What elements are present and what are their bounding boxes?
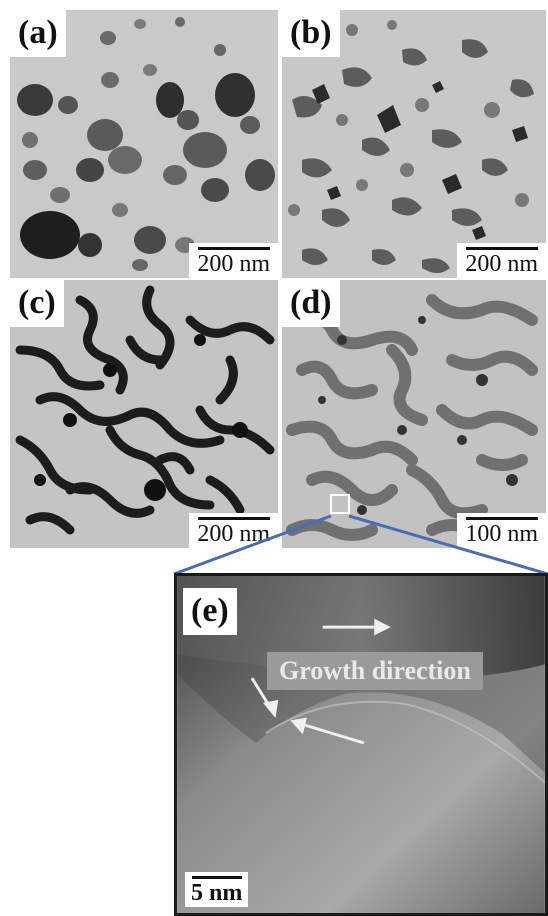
scale-bar-b: 200 nm [457, 243, 546, 278]
panel-label-e: (e) [183, 588, 237, 635]
panel-label-d: (d) [282, 280, 340, 327]
hrtem-panel-e: (e) Growth direction 5 nm [174, 573, 548, 916]
scale-bar-label-d: 100 nm [465, 521, 538, 547]
scale-bar-d: 100 nm [457, 513, 546, 548]
tem-image-a [10, 10, 278, 278]
scale-bar-label-e: 5 nm [191, 880, 243, 906]
scale-bar-line-b [465, 247, 538, 250]
tem-image-b [282, 10, 546, 278]
tem-panel-b: (b) 200 nm [282, 10, 546, 278]
panel-label-b: (b) [282, 10, 340, 57]
scale-bar-e: 5 nm [185, 872, 249, 907]
scale-bar-label-b: 200 nm [465, 251, 538, 277]
scale-bar-line-a [197, 247, 270, 250]
tem-image-c [10, 280, 278, 548]
scale-bar-line-d [465, 517, 538, 520]
scale-bar-line-c [197, 517, 270, 520]
scale-bar-line-e [191, 876, 242, 879]
panel-label-a: (a) [10, 10, 66, 57]
zoom-region-box [330, 494, 350, 514]
scale-bar-label-c: 200 nm [197, 521, 270, 547]
scale-bar-a: 200 nm [189, 243, 278, 278]
scale-bar-label-a: 200 nm [197, 251, 270, 277]
tem-panel-a: (a) 200 nm [10, 10, 278, 278]
tem-panel-d: (d) 100 nm [282, 280, 546, 548]
growth-direction-label: Growth direction [267, 652, 483, 690]
tem-panel-c: (c) 200 nm [10, 280, 278, 548]
scale-bar-c: 200 nm [189, 513, 278, 548]
panel-label-c: (c) [10, 280, 64, 327]
